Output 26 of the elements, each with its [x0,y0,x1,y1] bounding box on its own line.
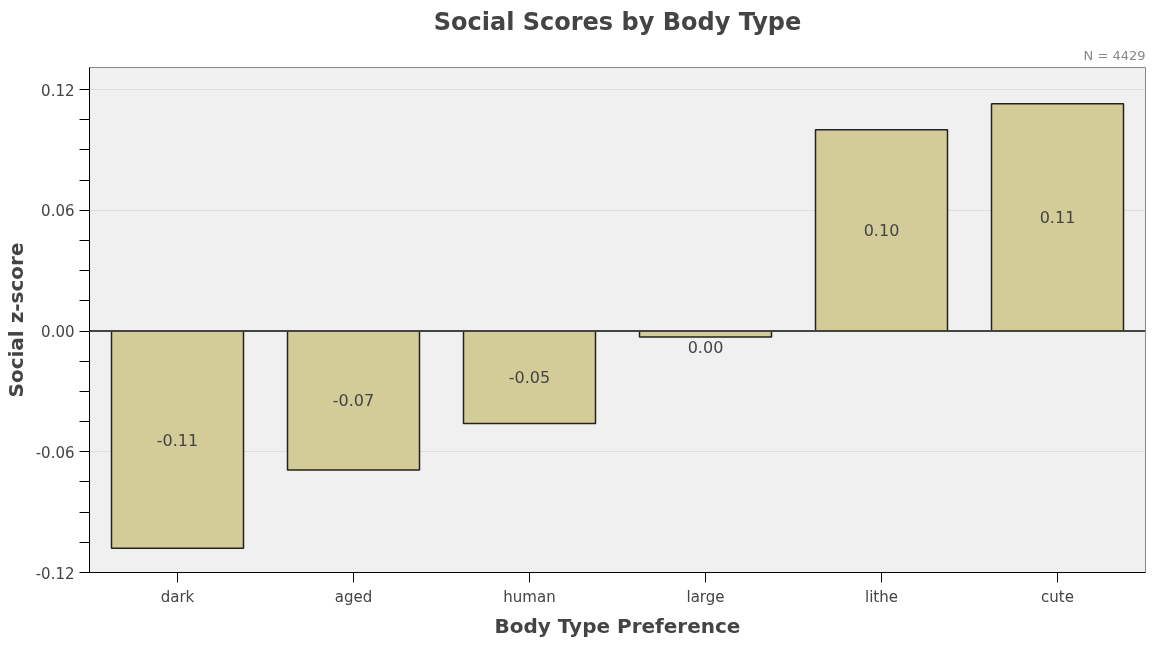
chart-title: Social Scores by Body Type [433,7,802,36]
data-label: 0.10 [863,221,900,241]
data-label: -0.07 [332,391,375,411]
bar [462,330,597,425]
bar [990,102,1125,332]
x-tick-label: lithe [865,587,898,606]
x-tick-label: dark [160,587,195,606]
data-label: 0.00 [687,338,724,358]
x-tick-label: cute [1041,587,1074,606]
y-tick-label: -0.12 [35,564,75,583]
bar [814,129,949,332]
y-tick-label: 0.00 [41,323,75,342]
data-label: -0.11 [156,430,199,450]
x-axis-title: Body Type Preference [494,613,741,638]
data-label: 0.11 [1039,208,1076,228]
y-tick-label: 0.06 [41,202,75,221]
bar [110,330,245,550]
bar [286,330,421,471]
text: N = 4429 [1083,47,1146,63]
y-axis-title: Social z-score [3,242,28,398]
y-tick-label: 0.12 [41,81,75,100]
x-tick-label: aged [334,587,373,606]
x-tick-label: large [686,587,725,606]
data-label: -0.05 [508,368,551,388]
x-tick-label: human [503,587,556,606]
y-tick-label: -0.06 [35,443,75,462]
